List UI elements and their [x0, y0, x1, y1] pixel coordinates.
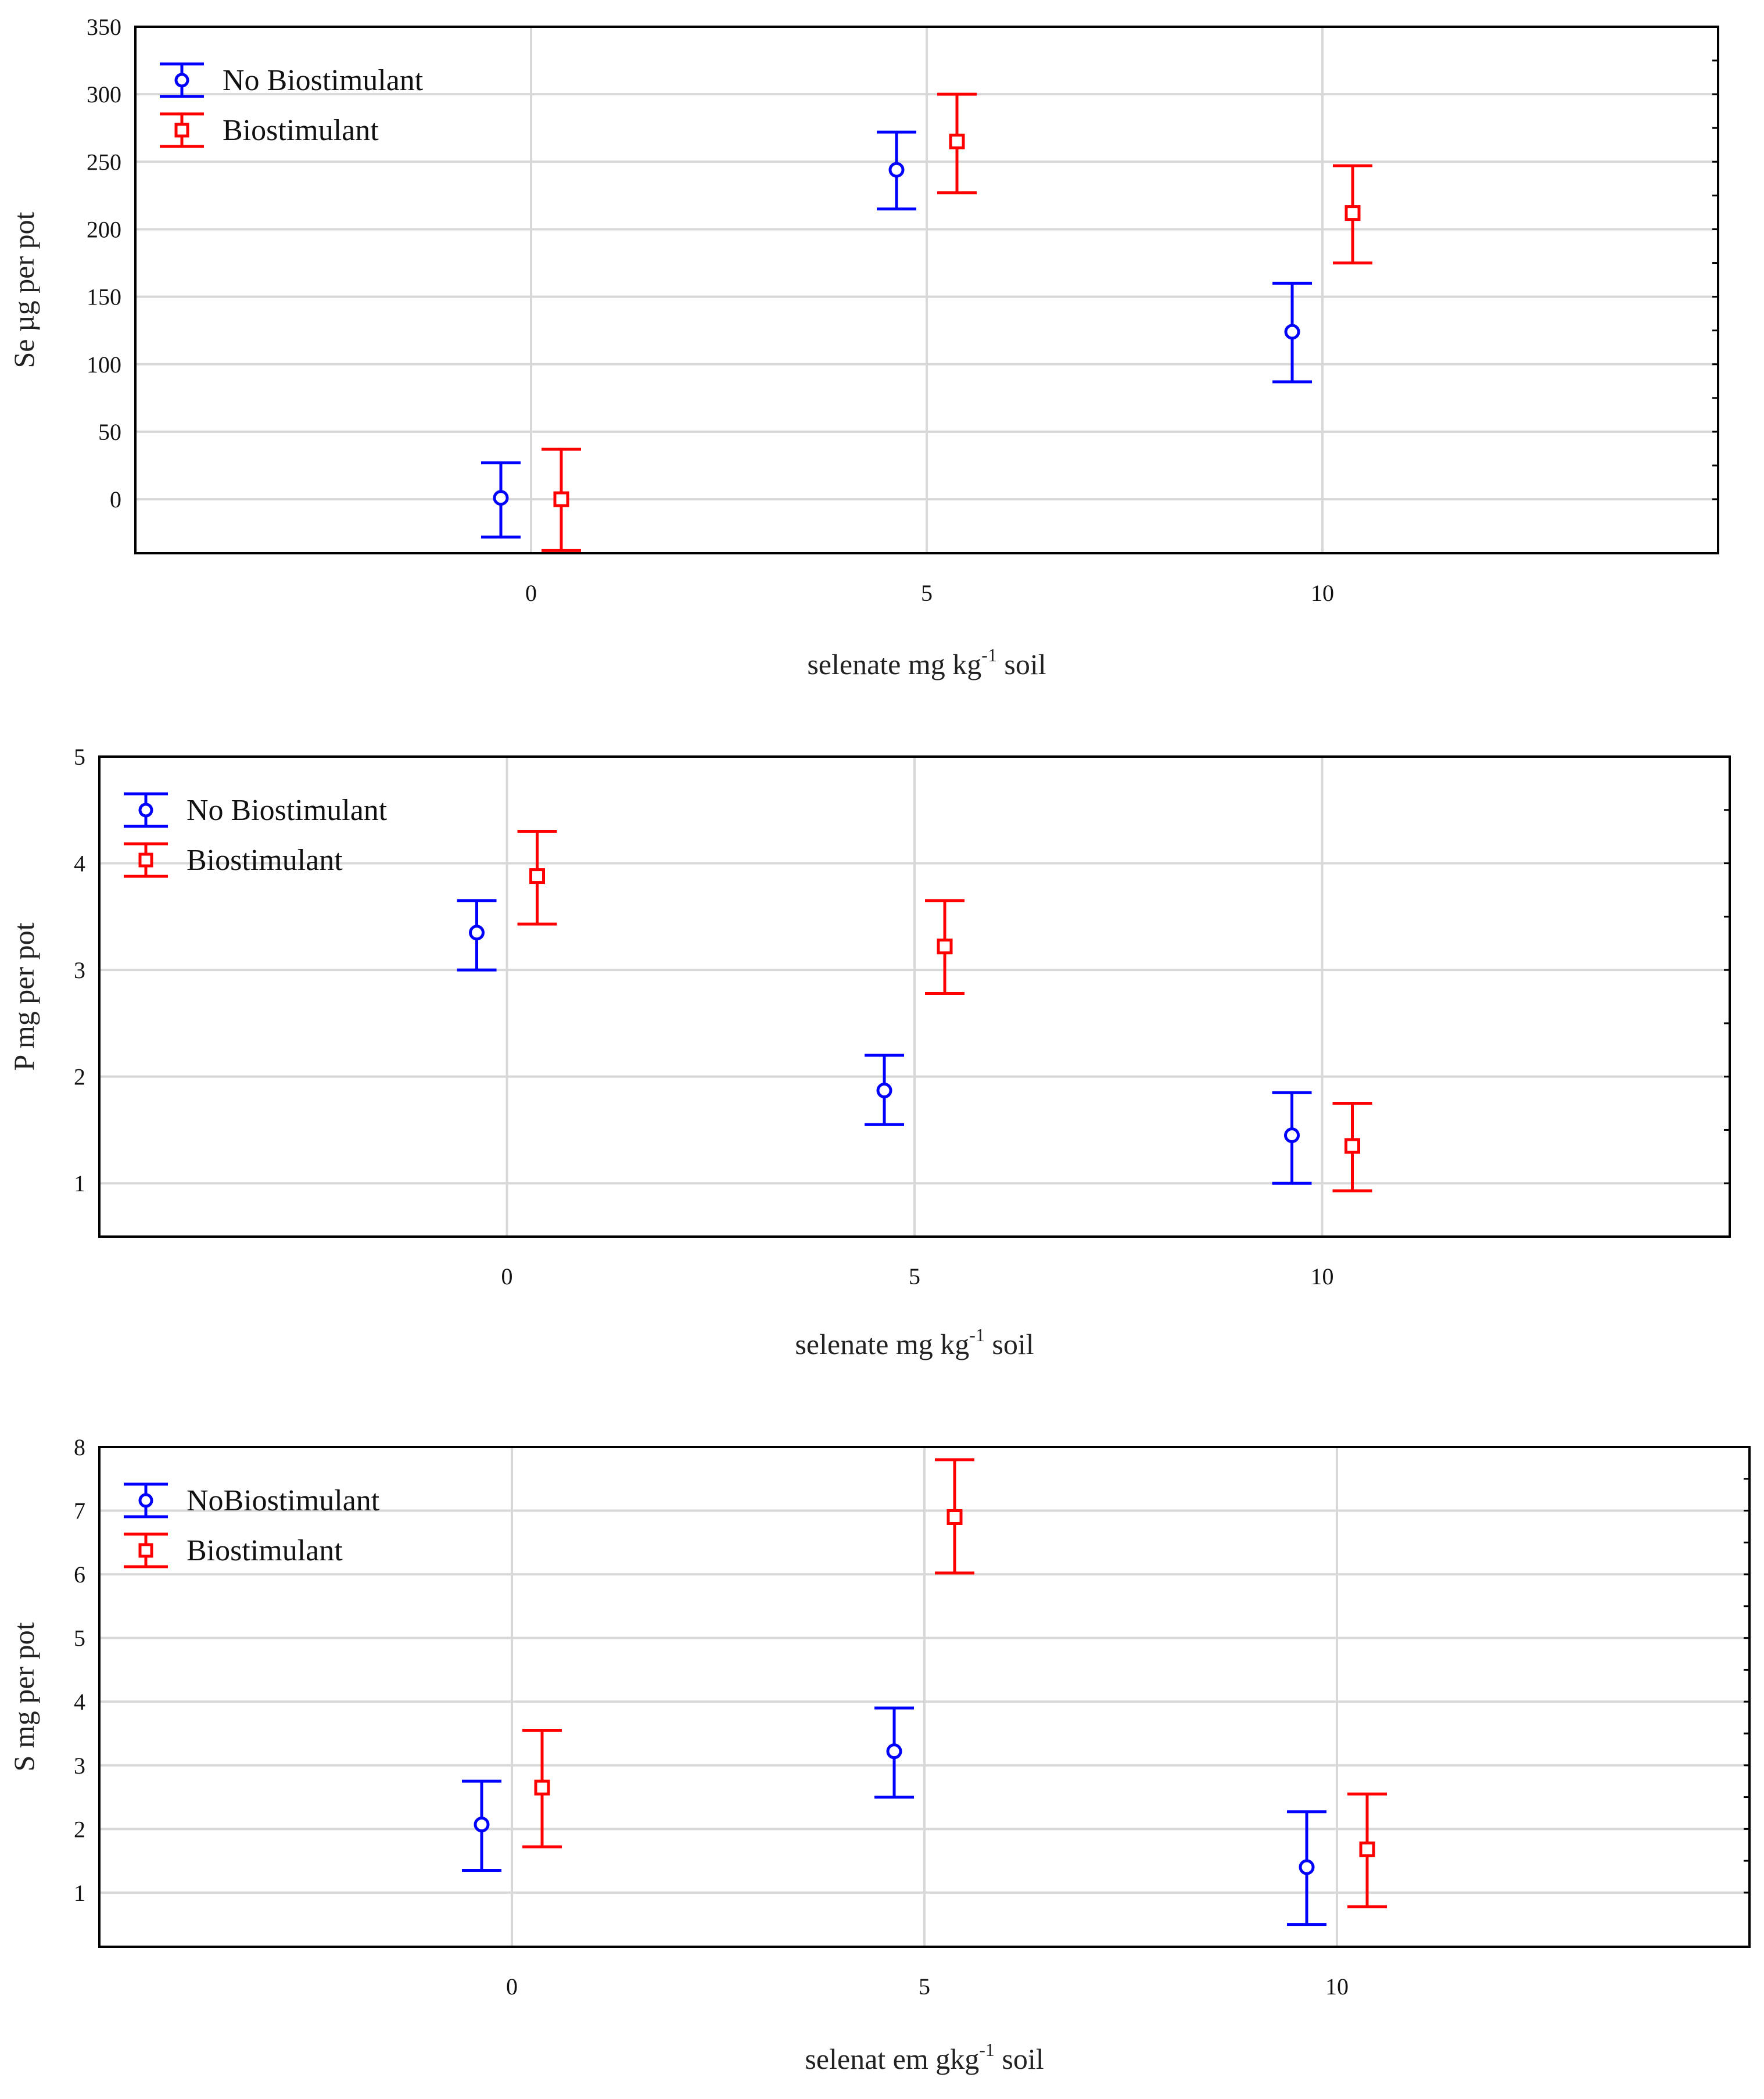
y-tick-label: 1 — [74, 1170, 85, 1197]
x-tick-label: 0 — [525, 580, 537, 606]
legend: No Biostimulant Biostimulant — [160, 62, 424, 148]
x-tick-label: 10 — [1311, 580, 1334, 606]
legend-label: Biostimulant — [223, 114, 379, 147]
data-point — [474, 1817, 490, 1833]
data-point — [1344, 205, 1361, 221]
x-axis-label-tail: soil — [995, 2043, 1044, 2075]
y-tick-label: 4 — [74, 1689, 85, 1715]
x-tick-label: 10 — [1325, 1973, 1349, 2000]
legend-marker — [138, 1493, 153, 1508]
y-tick-label: 4 — [74, 851, 85, 877]
data-point — [1344, 1138, 1360, 1154]
x-axis-label-main: selenate mg kg — [795, 1328, 969, 1360]
data-point — [949, 133, 965, 149]
series-1 — [481, 130, 1312, 539]
legend-marker — [138, 853, 153, 868]
x-axis-label: selenate mg kg-1 soil — [795, 1324, 1034, 1360]
legend: NoBiostimulant Biostimulant — [124, 1482, 380, 1568]
y-axis-label: P mg per pot — [8, 922, 40, 1070]
x-tick-label: 0 — [501, 1263, 513, 1290]
y-axis-label: Se µg per pot — [8, 212, 40, 368]
series-1 — [462, 1706, 1326, 1926]
data-point — [469, 925, 485, 941]
series-2 — [542, 92, 1372, 552]
plot-frame — [98, 755, 1731, 1238]
legend-item-2: Biostimulant — [124, 842, 343, 878]
legend-label: Biostimulant — [187, 1534, 343, 1567]
data-point — [1299, 1859, 1315, 1875]
x-axis-label: selenat em gkg-1 soil — [805, 2039, 1044, 2075]
y-tick-label: 2 — [74, 1064, 85, 1090]
legend-label: Biostimulant — [187, 844, 343, 877]
series-2 — [522, 1458, 1387, 1908]
x-axis-label-sup: -1 — [981, 644, 997, 665]
legend-marker — [138, 803, 153, 818]
x-tick-label: 5 — [921, 580, 933, 606]
x-tick-label: 5 — [909, 1263, 920, 1290]
plot-frame — [134, 26, 1719, 554]
x-tick-label: 10 — [1311, 1263, 1334, 1290]
y-tick-label: 150 — [87, 284, 121, 310]
data-point — [888, 162, 905, 178]
data-point — [886, 1743, 902, 1760]
legend-marker — [174, 123, 189, 138]
y-tick-label: 5 — [74, 1625, 85, 1652]
data-point — [493, 490, 509, 506]
x-tick-label: 5 — [919, 1973, 930, 2000]
legend-item-2: Biostimulant — [160, 112, 379, 148]
y-tick-label: 0 — [110, 486, 121, 513]
data-point — [529, 868, 545, 884]
y-tick-label: 6 — [74, 1561, 85, 1588]
data-point — [946, 1509, 963, 1525]
series-2 — [517, 829, 1372, 1192]
y-tick-label: 3 — [74, 1753, 85, 1779]
x-axis-label-tail: soil — [997, 648, 1046, 680]
chart-panel-3: 1 2 3 4 5 6 7 8 0 5 10 selenat em gkg-1 soil S mg pe… — [8, 1434, 1751, 2075]
y-tick-label: 200 — [87, 216, 121, 242]
chart-panel-1: 0 50 100 150 200 250 300 350 0 5 10 selenate mg kg-… — [8, 14, 1719, 680]
y-tick-label: 50 — [98, 419, 121, 445]
data-point — [553, 491, 569, 507]
legend-label: No Biostimulant — [223, 64, 424, 97]
legend-item-1: No Biostimulant — [124, 792, 388, 828]
legend: No Biostimulant Biostimulant — [124, 792, 388, 878]
y-tick-label: 1 — [74, 1880, 85, 1906]
x-tick-label: 0 — [506, 1973, 518, 2000]
data-point — [534, 1779, 550, 1796]
legend-label: NoBiostimulant — [187, 1484, 380, 1517]
chart-panel-2: 1 2 3 4 5 0 5 10 selenate mg kg-1 soil P mg per p… — [8, 744, 1731, 1360]
legend-marker — [138, 1543, 153, 1558]
series-1 — [457, 899, 1312, 1185]
x-axis-label-main: selenat em gkg — [805, 2043, 979, 2075]
legend-item-2: Biostimulant — [124, 1532, 343, 1568]
data-point — [876, 1083, 892, 1099]
x-axis-label: selenate mg kg-1 soil — [807, 644, 1046, 680]
y-tick-label: 8 — [74, 1434, 85, 1460]
legend-label: No Biostimulant — [187, 794, 388, 827]
y-tick-label: 100 — [87, 352, 121, 378]
legend-marker — [174, 73, 189, 88]
y-tick-label: 2 — [74, 1816, 85, 1842]
y-tick-label: 7 — [74, 1498, 85, 1524]
plot-frame — [98, 1446, 1751, 1948]
legend-item-1: No Biostimulant — [160, 62, 424, 98]
y-tick-label: 3 — [74, 957, 85, 983]
y-tick-label: 5 — [74, 744, 85, 770]
data-point — [1284, 324, 1300, 340]
data-point — [1284, 1127, 1300, 1144]
x-axis-label-sup: -1 — [979, 2039, 995, 2060]
legend-item-1: NoBiostimulant — [124, 1482, 380, 1518]
x-axis-label-tail: soil — [985, 1328, 1034, 1360]
x-axis-label-sup: -1 — [969, 1324, 985, 1345]
data-point — [1359, 1841, 1375, 1857]
y-tick-label: 350 — [87, 14, 121, 40]
y-axis-label: S mg per pot — [8, 1622, 40, 1771]
x-axis-label-main: selenate mg kg — [807, 648, 981, 680]
y-tick-label: 300 — [87, 81, 121, 108]
y-tick-label: 250 — [87, 149, 121, 175]
data-point — [937, 939, 953, 955]
